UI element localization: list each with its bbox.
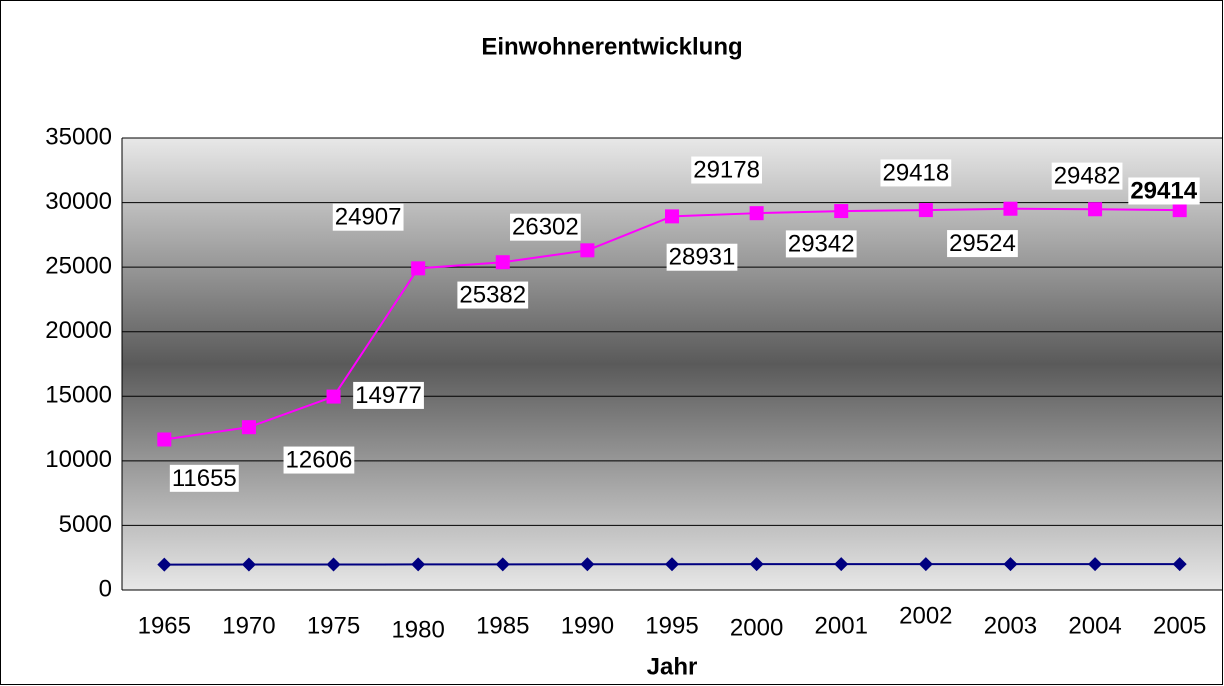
marker — [241, 557, 256, 572]
x-tick-label: 2001 — [815, 612, 868, 639]
x-tick-label: 2002 — [899, 602, 952, 629]
x-tick-label: 1970 — [222, 612, 275, 639]
marker — [241, 420, 256, 435]
y-tick-label: 10000 — [45, 446, 112, 473]
marker — [1003, 201, 1018, 216]
y-tick-label: 30000 — [45, 188, 112, 215]
data-label-box — [169, 464, 239, 492]
chart-title: Einwohnerentwicklung — [481, 33, 742, 60]
data-label: 12606 — [286, 447, 353, 474]
data-label: 14977 — [355, 382, 422, 409]
data-label: 29178 — [693, 157, 760, 184]
y-tick-label: 35000 — [45, 123, 112, 150]
data-label-box — [283, 446, 355, 474]
marker — [749, 557, 764, 572]
marker — [1172, 203, 1187, 218]
x-tick-label: 1980 — [391, 616, 444, 643]
data-label-box — [666, 243, 738, 271]
data-label: 24907 — [335, 204, 402, 231]
marker — [326, 389, 341, 404]
marker — [157, 557, 172, 572]
data-label-box — [1051, 162, 1123, 190]
data-label-box — [880, 159, 952, 187]
marker — [749, 206, 764, 221]
x-tick-label: 2005 — [1153, 612, 1206, 639]
marker — [665, 557, 679, 572]
data-label: 29524 — [949, 230, 1016, 257]
data-label: 29342 — [788, 230, 855, 257]
y-tick-label: 25000 — [45, 252, 112, 279]
x-axis-title: Jahr — [647, 653, 698, 680]
marker — [1172, 557, 1187, 572]
data-label: 29414 — [1130, 177, 1197, 204]
x-tick-label: 2003 — [984, 612, 1037, 639]
x-tick-label: 2004 — [1068, 612, 1121, 639]
marker — [665, 209, 679, 224]
y-tick-label: 20000 — [45, 317, 112, 344]
data-label-box — [947, 230, 1018, 258]
marker — [1088, 557, 1103, 572]
y-tick-label: 0 — [99, 575, 112, 602]
plot-area — [122, 138, 1222, 590]
data-label-box — [1128, 177, 1200, 205]
marker — [834, 557, 849, 572]
x-tick-label: 2000 — [730, 614, 783, 641]
data-label: 29482 — [1054, 163, 1121, 190]
data-label: 25382 — [459, 282, 526, 309]
x-tick-label: 1975 — [307, 612, 360, 639]
x-tick-label: 1995 — [645, 612, 698, 639]
marker — [918, 557, 933, 572]
data-label: 29418 — [882, 159, 949, 186]
marker — [157, 432, 172, 447]
y-tick-label: 5000 — [59, 511, 112, 538]
data-label: 28931 — [669, 244, 736, 271]
marker — [411, 261, 426, 276]
y-tick-label: 15000 — [45, 382, 112, 409]
marker — [495, 557, 510, 572]
marker — [918, 203, 933, 218]
data-label-box — [691, 156, 762, 184]
marker — [580, 243, 595, 258]
x-tick-label: 1985 — [476, 612, 529, 639]
marker — [411, 557, 426, 572]
data-label: 11655 — [172, 465, 237, 492]
data-label-box — [785, 230, 857, 258]
data-label: 26302 — [512, 214, 579, 241]
data-label-box — [510, 213, 581, 241]
marker — [495, 255, 510, 270]
x-tick-label: 1965 — [138, 612, 191, 639]
marker — [834, 204, 849, 219]
data-label-box — [332, 203, 404, 231]
marker — [580, 557, 595, 572]
marker — [326, 557, 341, 572]
marker — [1003, 557, 1018, 572]
marker — [1088, 202, 1103, 217]
data-label-box — [457, 281, 529, 309]
x-tick-label: 1990 — [561, 612, 614, 639]
data-label-box — [353, 381, 424, 409]
